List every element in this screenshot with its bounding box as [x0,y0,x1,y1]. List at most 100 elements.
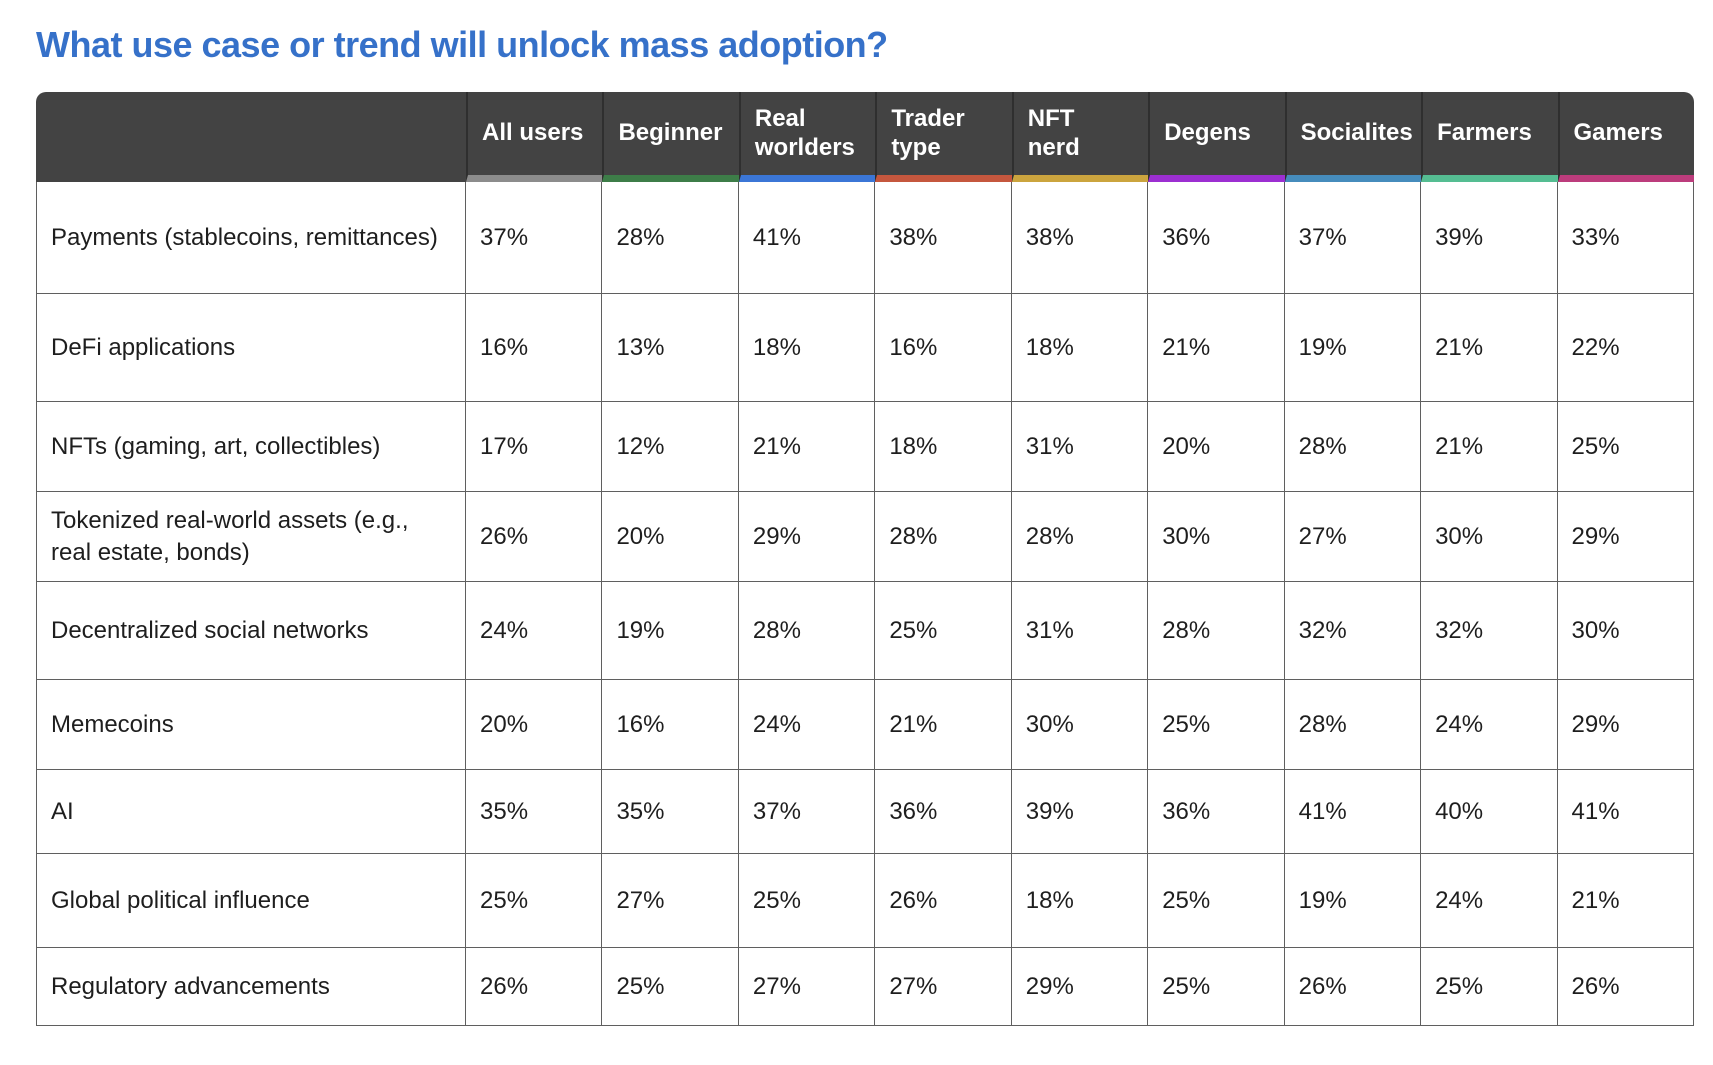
value-cell: 21% [875,680,1012,770]
value-cell: 18% [1011,294,1149,402]
value-cell: 22% [1557,294,1694,402]
value-cell: 38% [875,182,1012,294]
value-cell: 41% [1557,770,1694,854]
value-cell: 21% [1148,294,1285,402]
value-cell: 25% [875,582,1012,680]
value-cell: 20% [1148,402,1285,492]
value-cell: 18% [875,402,1012,492]
value-cell: 24% [738,680,876,770]
value-cell: 32% [1421,582,1558,680]
column-header: Trader type [875,92,1012,182]
value-cell: 16% [602,680,739,770]
row-label: Tokenized real-world assets (e.g., real … [36,492,466,582]
value-cell: 35% [466,770,603,854]
value-cell: 36% [1148,770,1285,854]
value-cell: 39% [1011,770,1149,854]
table-row: Decentralized social networks 24% 19% 28% 25… [36,582,1694,680]
value-cell: 40% [1421,770,1558,854]
page: What use case or trend will unlock mass … [36,24,1694,1026]
value-cell: 29% [1557,492,1694,582]
value-cell: 16% [466,294,603,402]
value-cell: 17% [466,402,603,492]
value-cell: 26% [1284,948,1422,1026]
value-cell: 27% [602,854,739,948]
value-cell: 37% [1284,182,1422,294]
row-label: DeFi applications [36,294,466,402]
value-cell: 36% [1148,182,1285,294]
column-header: Degens [1148,92,1285,182]
value-cell: 31% [1011,402,1149,492]
value-cell: 20% [466,680,603,770]
value-cell: 25% [1557,402,1694,492]
value-cell: 26% [466,948,603,1026]
value-cell: 35% [602,770,739,854]
table-row: AI 35% 35% 37% 36% 39% 36% 41% 40% 41% [36,770,1694,854]
value-cell: 27% [875,948,1012,1026]
column-header: Farmers [1421,92,1558,182]
table-row: Payments (stablecoins, remittances) 37% 28… [36,182,1694,294]
value-cell: 28% [738,582,876,680]
value-cell: 19% [602,582,739,680]
column-header: Real worlders [738,92,876,182]
value-cell: 30% [1148,492,1285,582]
value-cell: 20% [602,492,739,582]
value-cell: 37% [738,770,876,854]
column-header-label: All users [482,119,584,147]
value-cell: 39% [1421,182,1558,294]
value-cell: 26% [466,492,603,582]
row-label: AI [36,770,466,854]
column-header: All users [466,92,603,182]
value-cell: 25% [1148,854,1285,948]
value-cell: 30% [1011,680,1149,770]
column-header-label: Real worlders [754,105,855,161]
value-cell: 18% [738,294,876,402]
row-label: Regulatory advancements [36,948,466,1026]
column-header: NFT nerd [1011,92,1149,182]
value-cell: 24% [1421,680,1558,770]
column-header-label: Trader type [891,105,965,161]
corner-header [36,92,466,182]
table-row: NFTs (gaming, art, collectibles) 17% 12% 21… [36,402,1694,492]
value-cell: 24% [466,582,603,680]
row-label: Payments (stablecoins, remittances) [36,182,466,294]
column-header-label: NFT nerd [1027,105,1080,161]
value-cell: 25% [466,854,603,948]
value-cell: 33% [1557,182,1694,294]
row-label: Decentralized social networks [36,582,466,680]
value-cell: 32% [1284,582,1422,680]
table-row: Regulatory advancements 26% 25% 27% 27% 29% 25… [36,948,1694,1026]
column-header: Beginner [602,92,739,182]
row-label: NFTs (gaming, art, collectibles) [36,402,466,492]
value-cell: 19% [1284,854,1422,948]
value-cell: 30% [1421,492,1558,582]
value-cell: 21% [1421,294,1558,402]
row-label: Global political influence [36,854,466,948]
value-cell: 38% [1011,182,1149,294]
table-row: Memecoins 20% 16% 24% 21% 30% 25% 28% 24% 29% [36,680,1694,770]
column-header-label: Degens [1164,119,1251,147]
value-cell: 27% [738,948,876,1026]
value-cell: 12% [602,402,739,492]
value-cell: 30% [1557,582,1694,680]
value-cell: 29% [738,492,876,582]
value-cell: 28% [1148,582,1285,680]
value-cell: 21% [738,402,876,492]
row-label: Memecoins [36,680,466,770]
value-cell: 28% [1011,492,1149,582]
column-header: Gamers [1557,92,1694,182]
table-row: Global political influence 25% 27% 25% 26% 18… [36,854,1694,948]
value-cell: 29% [1557,680,1694,770]
value-cell: 26% [875,854,1012,948]
value-cell: 18% [1011,854,1149,948]
value-cell: 29% [1011,948,1149,1026]
column-header: Socialites [1284,92,1422,182]
page-title: What use case or trend will unlock mass … [36,24,888,65]
table-row: Tokenized real-world assets (e.g., real … [36,492,1694,582]
value-cell: 21% [1557,854,1694,948]
value-cell: 13% [602,294,739,402]
value-cell: 31% [1011,582,1149,680]
value-cell: 25% [738,854,876,948]
value-cell: 41% [1284,770,1422,854]
header-row: All users Beginner Real worlders Trader typ… [36,92,1694,182]
value-cell: 25% [1148,948,1285,1026]
